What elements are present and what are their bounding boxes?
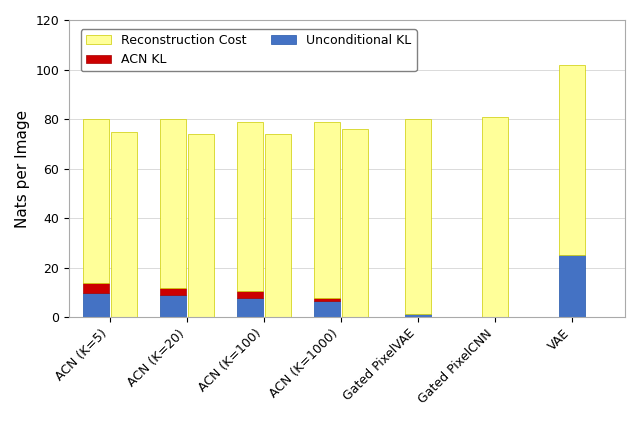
Bar [237, 122, 263, 291]
Bar [405, 119, 431, 314]
Bar [314, 122, 340, 298]
Bar [188, 134, 214, 317]
Legend: Reconstruction Cost, ACN KL, Unconditional KL: Reconstruction Cost, ACN KL, Uncondition… [81, 29, 417, 72]
Bar [83, 293, 109, 317]
Bar [161, 119, 186, 288]
Bar [314, 301, 340, 317]
Bar [111, 131, 136, 317]
Bar [559, 256, 585, 317]
Bar [482, 117, 508, 317]
Bar [265, 134, 291, 317]
Bar [342, 129, 367, 317]
Bar [559, 64, 585, 256]
Bar [405, 314, 431, 317]
Bar [83, 282, 109, 293]
Bar [314, 298, 340, 301]
Bar [161, 295, 186, 317]
Bar [237, 298, 263, 317]
Bar [237, 291, 263, 298]
Y-axis label: Nats per Image: Nats per Image [15, 109, 30, 228]
Bar [83, 119, 109, 282]
Bar [161, 288, 186, 295]
